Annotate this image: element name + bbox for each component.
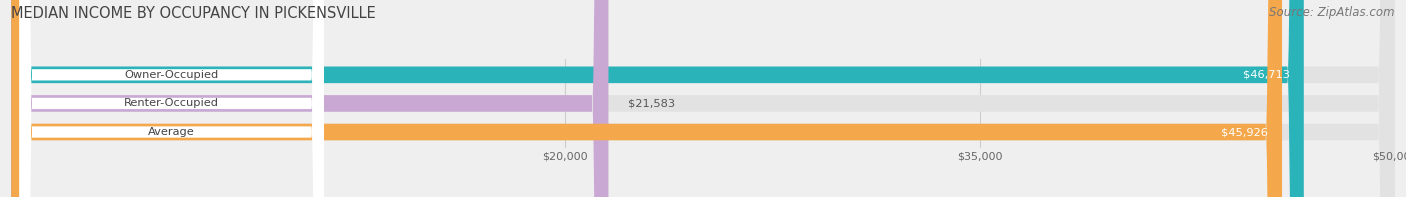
Text: Renter-Occupied: Renter-Occupied bbox=[124, 98, 219, 108]
FancyBboxPatch shape bbox=[11, 0, 1395, 197]
FancyBboxPatch shape bbox=[11, 0, 1395, 197]
FancyBboxPatch shape bbox=[20, 0, 323, 197]
FancyBboxPatch shape bbox=[11, 0, 1303, 197]
Text: MEDIAN INCOME BY OCCUPANCY IN PICKENSVILLE: MEDIAN INCOME BY OCCUPANCY IN PICKENSVIL… bbox=[11, 6, 375, 21]
Text: Average: Average bbox=[149, 127, 195, 137]
Text: $45,926: $45,926 bbox=[1222, 127, 1268, 137]
FancyBboxPatch shape bbox=[20, 0, 323, 197]
Text: $21,583: $21,583 bbox=[628, 98, 675, 108]
FancyBboxPatch shape bbox=[11, 0, 609, 197]
Text: Source: ZipAtlas.com: Source: ZipAtlas.com bbox=[1270, 6, 1395, 19]
FancyBboxPatch shape bbox=[11, 0, 1395, 197]
Text: Owner-Occupied: Owner-Occupied bbox=[125, 70, 219, 80]
Text: $46,713: $46,713 bbox=[1243, 70, 1289, 80]
FancyBboxPatch shape bbox=[20, 0, 323, 197]
FancyBboxPatch shape bbox=[11, 0, 1282, 197]
